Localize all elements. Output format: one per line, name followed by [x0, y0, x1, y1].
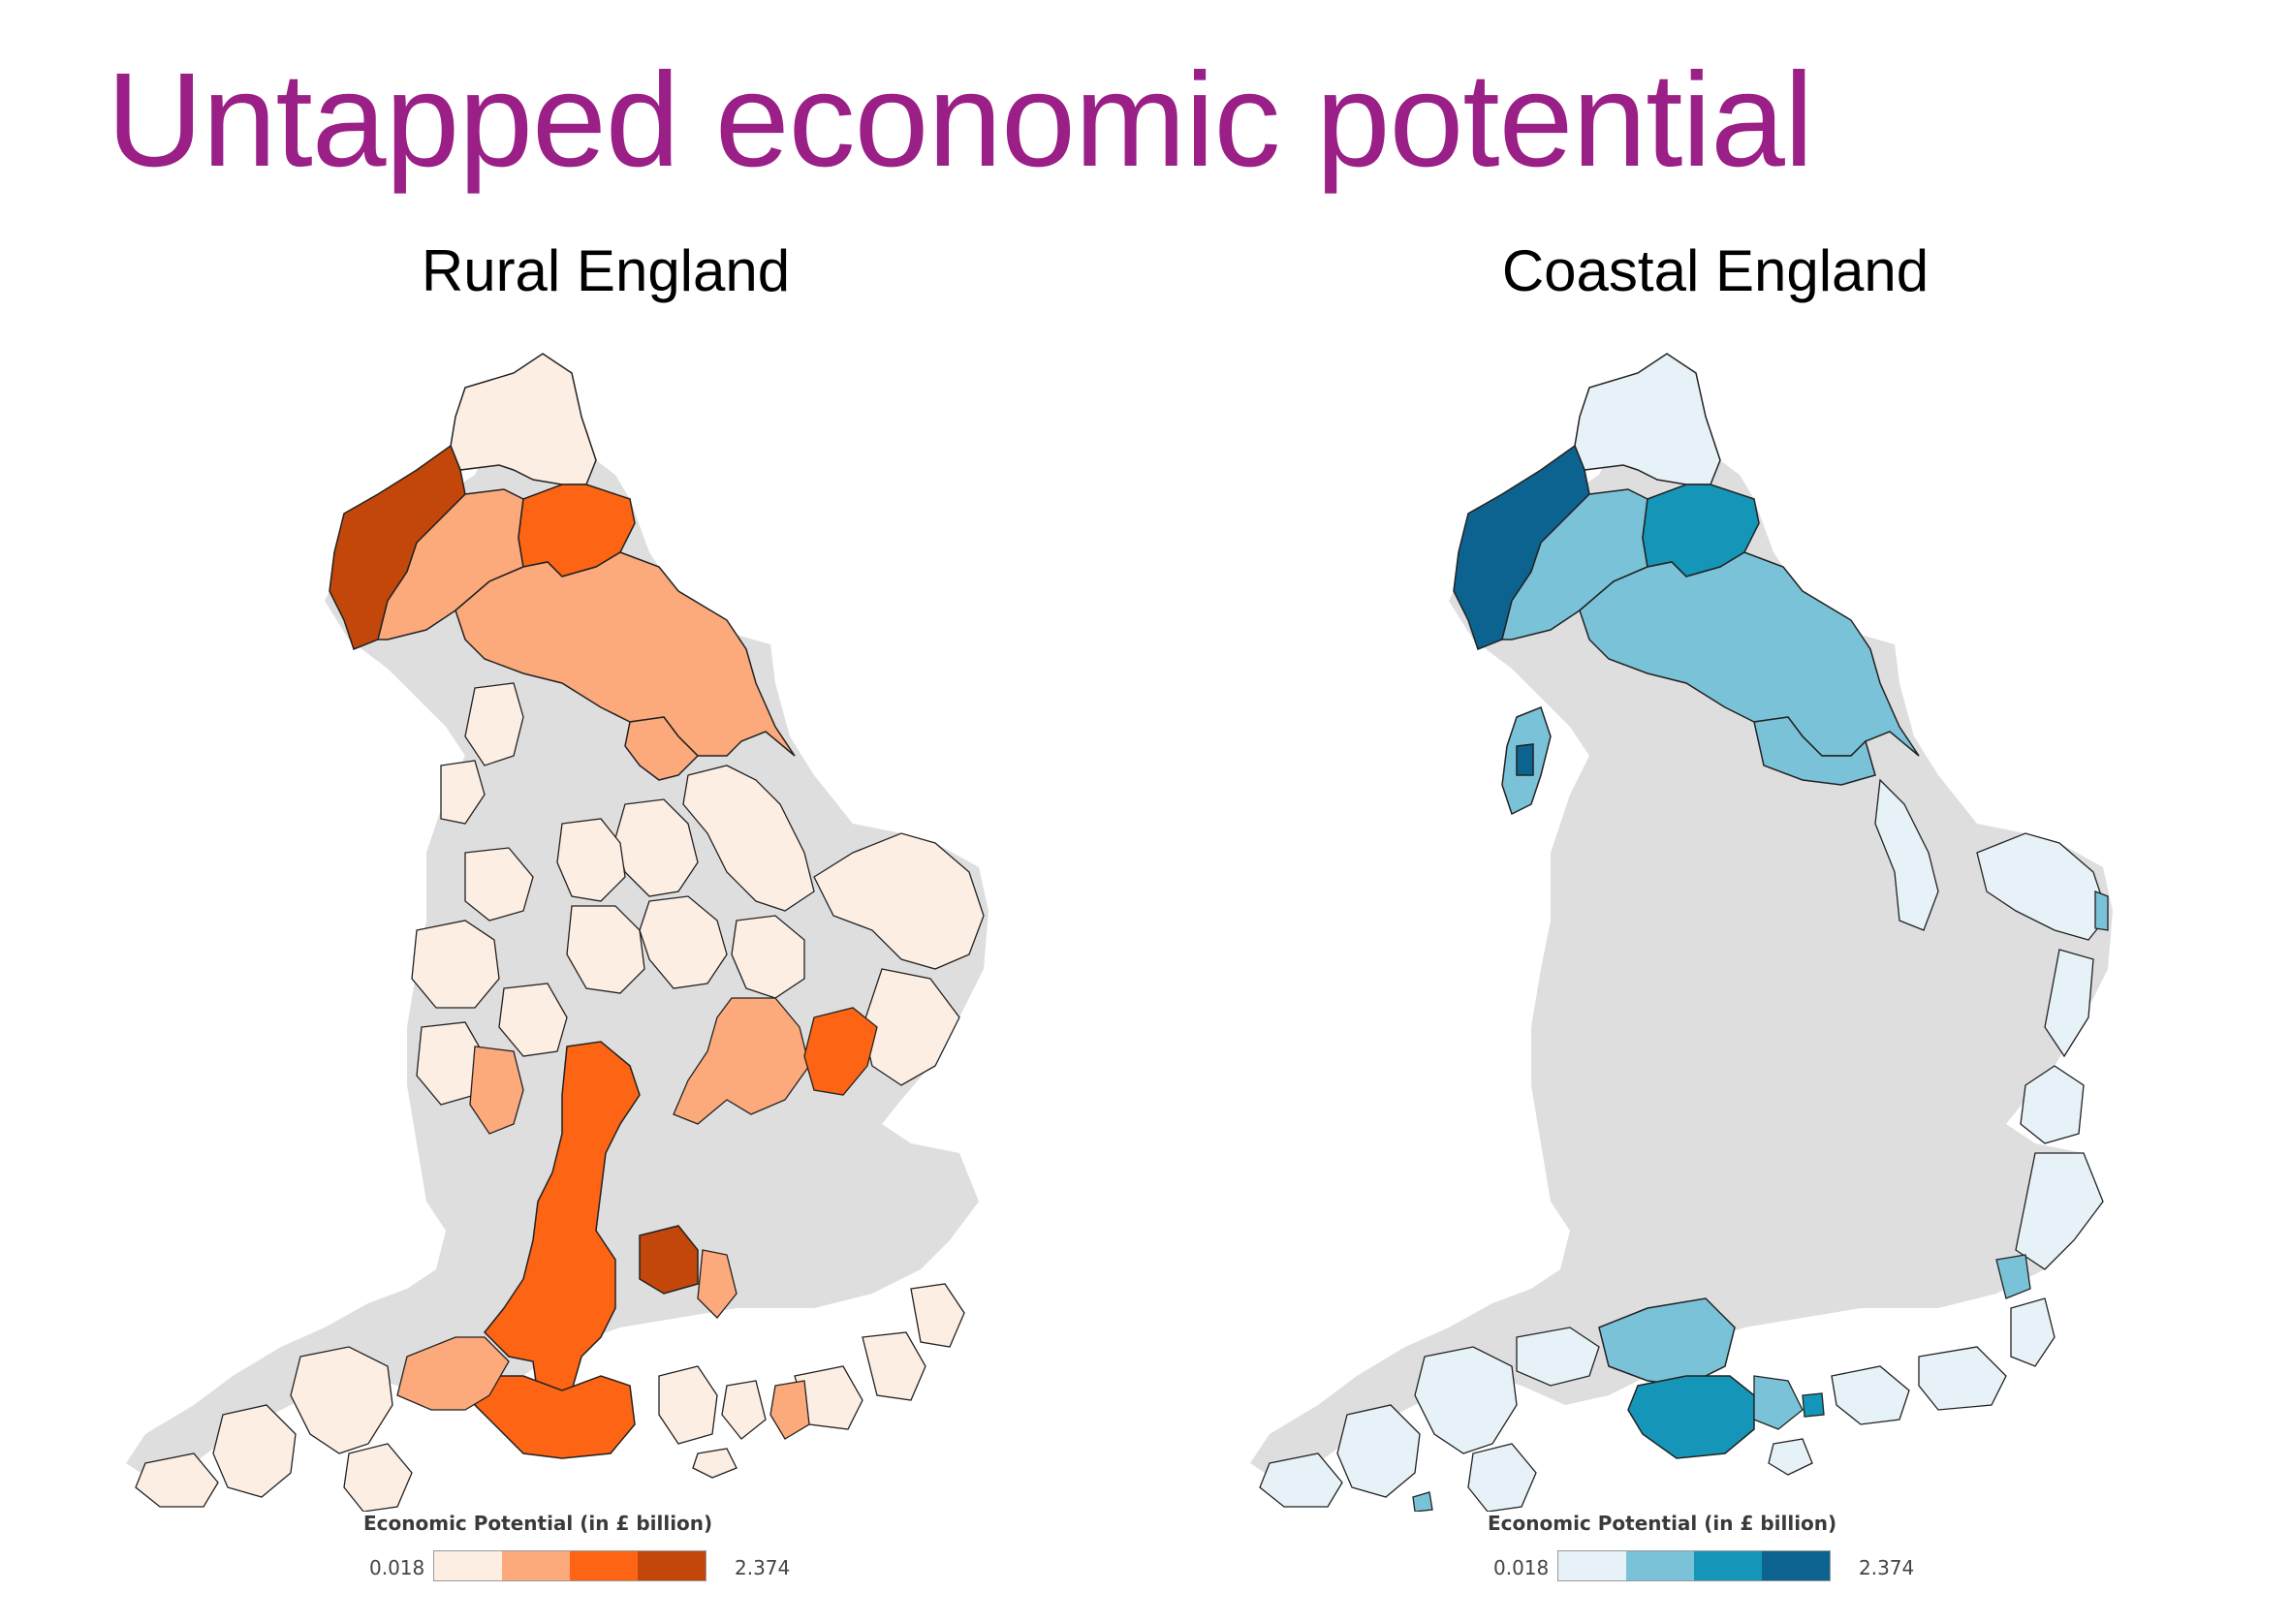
coastal-swatch-1 [1558, 1551, 1626, 1580]
england-land-outline [126, 354, 989, 1483]
region-east-midlands-light [673, 997, 810, 1125]
region-hampshire-coast [1598, 1297, 1736, 1387]
rural-swatch-4 [638, 1551, 706, 1580]
coastal-england-panel: Coastal England [1182, 242, 2248, 1599]
region-northumberland [1574, 353, 1721, 485]
rural-swatch-1 [434, 1551, 502, 1580]
rural-swatch-2 [502, 1551, 570, 1580]
coastal-england-map [1250, 353, 2113, 1512]
region-great-yarmouth [2094, 890, 2109, 931]
coastal-map-title: Coastal England [1501, 238, 1930, 303]
region-ryedale [624, 716, 700, 781]
rural-england-map [126, 353, 989, 1512]
region-northumberland [450, 353, 597, 485]
region-dorset [1627, 1375, 1755, 1459]
south-coast-light-districts [1768, 1297, 2056, 1476]
region-lincolnshire-coast [1874, 778, 1939, 931]
rural-swatch-3 [570, 1551, 638, 1580]
region-wiltshire-dark [639, 1225, 699, 1295]
page-title: Untapped economic potential [107, 46, 1814, 195]
midlands-east-districts [411, 682, 985, 1106]
region-cambridgeshire [803, 1007, 878, 1096]
coastal-legend: Economic Potential (in £ billion) 0.018 … [1488, 1512, 1972, 1599]
region-shropshire-south [469, 1046, 524, 1135]
south-east-districts [658, 1283, 965, 1445]
region-north-yorkshire [455, 551, 796, 757]
rural-legend-min: 0.018 [369, 1556, 425, 1579]
region-torbay [1412, 1491, 1433, 1512]
coastal-legend-max: 2.374 [1859, 1556, 1915, 1579]
region-blackpool [1516, 743, 1534, 776]
region-portsmouth [1802, 1392, 1825, 1418]
east-coast-districts [1976, 832, 2109, 1270]
region-somerset [396, 1336, 510, 1411]
south-west-districts [135, 1346, 413, 1512]
region-new-forest [1753, 1375, 1804, 1430]
region-hampshire-orange [769, 1380, 810, 1440]
coastal-legend-min: 0.018 [1493, 1556, 1550, 1579]
rural-legend-swatches [433, 1550, 706, 1581]
rural-england-panel: Rural England [58, 242, 1124, 1599]
south-west-districts [1259, 1327, 1600, 1512]
region-isle-of-wight [692, 1448, 738, 1479]
coastal-swatch-2 [1626, 1551, 1694, 1580]
region-east-riding [1753, 716, 1876, 786]
region-thanet [1995, 1254, 2031, 1299]
rural-legend-max: 2.374 [735, 1556, 791, 1579]
coastal-legend-swatches [1557, 1550, 1831, 1581]
coastal-legend-title: Economic Potential (in £ billion) [1488, 1512, 1837, 1535]
rural-map-title: Rural England [421, 238, 791, 303]
coastal-swatch-3 [1694, 1551, 1762, 1580]
rural-legend-title: Economic Potential (in £ billion) [363, 1512, 713, 1535]
region-berkshire-light [697, 1249, 738, 1319]
england-land-outline [1250, 354, 2113, 1483]
coastal-swatch-4 [1762, 1551, 1830, 1580]
region-north-yorkshire [1579, 551, 1920, 757]
region-dorset [474, 1375, 636, 1459]
rural-legend: Economic Potential (in £ billion) 0.018 … [363, 1512, 848, 1599]
